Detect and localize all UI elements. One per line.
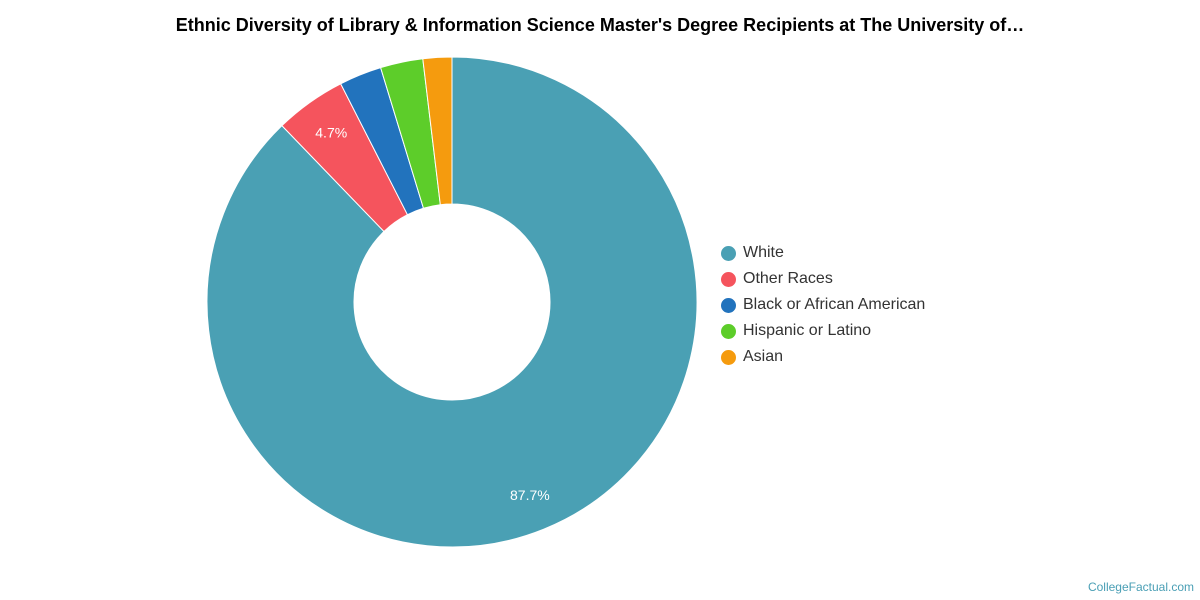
legend-swatch-icon xyxy=(721,271,736,287)
legend-item-asian[interactable]: Asian xyxy=(721,344,925,370)
legend-label: Hispanic or Latino xyxy=(743,322,872,339)
slice-white[interactable] xyxy=(206,56,698,548)
legend-item-hispanic-or-latino[interactable]: Hispanic or Latino xyxy=(721,318,925,344)
legend-swatch-icon xyxy=(721,297,736,313)
legend-label: Black or African American xyxy=(743,296,926,313)
legend-label: Other Races xyxy=(743,270,833,287)
legend-swatch-icon xyxy=(721,323,736,339)
legend-swatch-icon xyxy=(721,245,736,261)
legend-label: White xyxy=(743,244,784,261)
legend-item-white[interactable]: White xyxy=(721,240,925,266)
legend-swatch-icon xyxy=(721,349,736,365)
legend-label: Asian xyxy=(743,348,784,365)
chart-title: Ethnic Diversity of Library & Informatio… xyxy=(175,15,1025,35)
data-label-white: 87.7% xyxy=(510,487,550,503)
legend-item-other-races[interactable]: Other Races xyxy=(721,266,925,292)
data-label-other-races: 4.7% xyxy=(315,125,347,141)
legend: White Other Races Black or African America… xyxy=(721,240,925,370)
legend-item-black-or-african-american[interactable]: Black or African American xyxy=(721,292,925,318)
credit-link[interactable]: CollegeFactual.com xyxy=(1087,580,1194,594)
slice-asian[interactable] xyxy=(422,56,453,206)
